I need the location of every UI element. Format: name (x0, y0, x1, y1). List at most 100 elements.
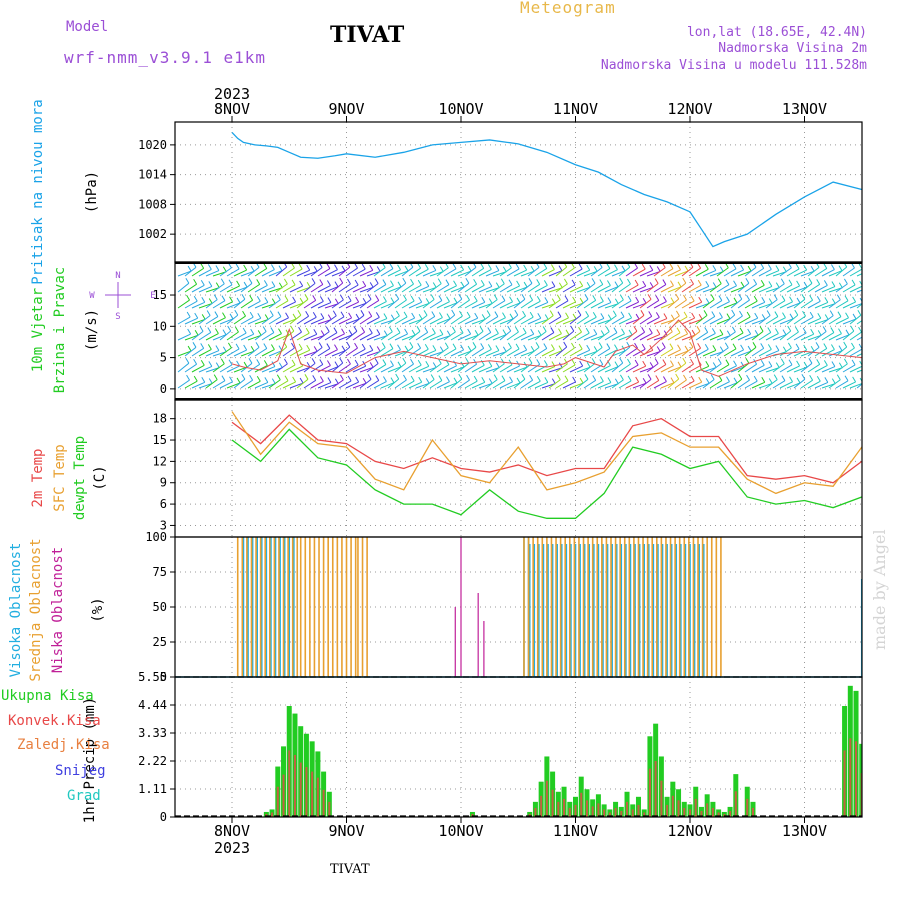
wind-barb (422, 316, 436, 325)
wind-barb (772, 317, 786, 325)
wind-barb-flag (572, 313, 577, 320)
wind-barb (597, 285, 611, 293)
wind-barb-flag (831, 298, 836, 304)
wind-barb (737, 333, 751, 341)
wind-barb-flag (347, 295, 352, 302)
wind-barb (303, 333, 317, 341)
wind-barb-flag (780, 358, 785, 365)
wind-barb-flag (775, 265, 780, 271)
precip-conv-bar (700, 810, 703, 817)
wind-barb (485, 350, 500, 357)
wind-barb-flag (465, 357, 470, 364)
wind-barb-flag (257, 330, 262, 336)
wind-barb-flag (627, 375, 632, 382)
wind-barb-flag (675, 373, 680, 380)
wind-barb-flag (612, 310, 617, 317)
wind-barb-flag (367, 374, 372, 380)
wind-barb-flag (726, 376, 730, 382)
wind-barb (856, 353, 862, 357)
wind-barb-flag (754, 312, 759, 319)
wind-barb-flag (558, 362, 563, 368)
wind-barb-flag (186, 311, 191, 318)
wind-barb (506, 285, 520, 293)
wind-barb-flag (348, 312, 353, 319)
wind-barb (254, 331, 267, 341)
wind-barb-flag (460, 264, 465, 271)
wind-barb-flag (390, 360, 394, 366)
wind-barb (555, 266, 568, 277)
wind-barb-flag (858, 326, 862, 333)
precip-conv-bar (637, 804, 640, 817)
wind-barb (422, 332, 436, 341)
wind-barb (723, 268, 737, 277)
wind-barb-flag (410, 278, 414, 285)
wind-barb (394, 333, 408, 341)
wind-barb (212, 300, 226, 309)
wind-barb-flag (606, 343, 611, 349)
wind-barb-flag (867, 362, 870, 367)
wind-barb-flag (306, 344, 311, 351)
precip-bar (871, 807, 876, 817)
wind-barb-flag (579, 280, 584, 287)
wind-barb (289, 382, 304, 389)
wind-barb (394, 299, 407, 309)
wind-barb-flag (724, 342, 729, 349)
wind-barb (310, 364, 324, 373)
panel-frame-1 (174, 121, 863, 263)
wind-barb-flag (725, 359, 730, 365)
pressure-axis-title: Pritisak na nivou mora (30, 99, 46, 284)
precip-conv-bar (878, 805, 880, 817)
wind-barb-flag (292, 313, 297, 320)
wind-barb (345, 330, 358, 341)
wind-barb (380, 348, 394, 357)
wind-barb (765, 287, 780, 293)
wind-barb-flag (823, 280, 828, 286)
wind-barb-flag (705, 378, 710, 384)
wind-barb-flag (712, 345, 717, 351)
wind-barb-flag (523, 281, 528, 288)
wind-barb-flag (390, 314, 395, 320)
ytick-label: 0 (160, 670, 167, 684)
wind-barb-flag (355, 313, 360, 320)
wind-barb (254, 268, 268, 277)
wind-barb-flag (347, 358, 351, 365)
wind-barb-flag (327, 377, 332, 383)
wind-barb-flag (628, 312, 633, 319)
wind-barb-flag (389, 263, 394, 269)
wind-barb (191, 301, 205, 309)
wind-barb (352, 365, 366, 373)
wind-barb (436, 381, 450, 389)
wind-barb-flag (677, 264, 681, 271)
wind-barb (779, 301, 793, 309)
wind-barb-flag (584, 374, 589, 380)
wind-barb-flag (682, 357, 687, 364)
wind-barb-flag (641, 326, 646, 333)
wind-barb-flag (585, 327, 590, 334)
wind-barb-flag (675, 310, 680, 317)
wind-barb-flag (649, 265, 654, 271)
wind-barb-flag (313, 266, 318, 272)
wind-barb (359, 269, 373, 277)
date-label-bottom: 13NOV (782, 822, 827, 840)
panel-5: 5.554.443.332.221.110 (138, 670, 862, 824)
wind-barb (527, 283, 540, 293)
wind-barb (387, 315, 400, 325)
wind-barb-flag (593, 346, 598, 352)
wind-barb-flag (599, 296, 604, 302)
wind-barb-flag (782, 266, 787, 272)
wind-barb-flag (656, 346, 661, 352)
wind-barb (429, 271, 444, 277)
wind-barb (499, 301, 513, 309)
wind-barb-flag (808, 278, 813, 284)
wind-barb-flag (529, 311, 534, 318)
wind-barb (751, 331, 764, 341)
wind-barb (821, 303, 836, 309)
wind-barb-flag (201, 314, 206, 320)
wind-barb (177, 316, 191, 325)
ytick-label: 100 (145, 530, 167, 544)
wind-barb-flag (220, 358, 225, 365)
wind-barb (254, 381, 269, 389)
wind-barb (590, 334, 605, 341)
wind-barb-flag (543, 343, 548, 349)
wind-barb (814, 364, 828, 373)
